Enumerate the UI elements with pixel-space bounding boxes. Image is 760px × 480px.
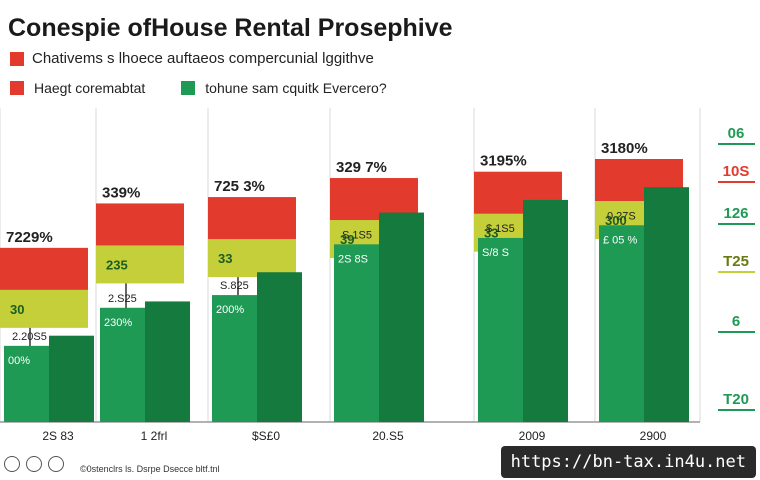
- category-label: 2S 83: [42, 429, 74, 443]
- green-inner-label: 00%: [8, 355, 30, 367]
- subtitle-row: Chativems s lhoece auftaeos compercunial…: [10, 50, 374, 67]
- bar-dark-green: [644, 187, 689, 422]
- category-label: 1 2frl: [141, 429, 168, 443]
- bar-red: [96, 203, 184, 246]
- bar-dark-green: [257, 272, 302, 422]
- category-label: $S£0: [252, 429, 280, 443]
- top-value-label: 725 3%: [214, 178, 265, 195]
- side-value-label: T25: [723, 253, 749, 270]
- legend-label-2: tohune sam cquitk Evercero?: [205, 80, 387, 96]
- legend: Haegt coremabtat tohune sam cquitk Everc…: [10, 80, 411, 96]
- green-value-label: 2.20S5: [12, 331, 47, 343]
- top-value-label: 339%: [102, 184, 140, 201]
- bar-yellow: [96, 243, 184, 284]
- green-value-label: $ 1S5: [486, 223, 515, 235]
- bar-green: [100, 307, 145, 422]
- green-value-label: 0 27S: [607, 210, 636, 222]
- bar-green: [4, 345, 49, 422]
- footer-icons: [4, 456, 64, 472]
- top-value-label: 329 7%: [336, 159, 387, 176]
- side-value-label: 126: [723, 205, 748, 222]
- legend-item-2: tohune sam cquitk Evercero?: [181, 80, 387, 96]
- green-value-label: S.1S5: [342, 229, 372, 241]
- mid-value-label: 33: [218, 251, 232, 266]
- mid-value-label: 235: [106, 257, 128, 272]
- footer-note: ©0stenclrs ls. Dsrpe Dsecce bltf.tnl: [80, 464, 220, 474]
- bar-yellow: [208, 237, 296, 278]
- bar-red: [208, 197, 296, 240]
- side-value-label: T20: [723, 391, 749, 408]
- side-value-label: 06: [728, 125, 745, 142]
- circle-icon: [26, 456, 42, 472]
- url-badge[interactable]: https://bn-tax.in4u.net: [500, 446, 756, 478]
- green-inner-label: 2S 8S: [338, 253, 368, 265]
- bar-green: [478, 237, 523, 422]
- green-value-label: 2.S25: [108, 293, 137, 305]
- bar-dark-green: [145, 301, 190, 422]
- bar-green: [599, 225, 644, 422]
- side-value-label: 6: [732, 313, 740, 330]
- top-value-label: 7229%: [6, 229, 53, 246]
- subtitle-swatch: [10, 51, 24, 66]
- green-inner-label: S/8 S: [482, 247, 509, 259]
- green-inner-label: £ 05 %: [603, 234, 637, 246]
- chart-subtitle: Chativems s lhoece auftaeos compercunial…: [32, 50, 374, 67]
- mid-value-label: 33: [484, 226, 498, 241]
- chart-title: Conespie ofHouse Rental Prosephive: [8, 14, 453, 42]
- bar-dark-green: [379, 212, 424, 422]
- green-value-label: S.825: [220, 280, 249, 292]
- bar-green: [334, 244, 379, 422]
- bar-green: [212, 295, 257, 422]
- mid-value-label: 39: [340, 232, 354, 247]
- green-inner-label: 230%: [104, 317, 132, 329]
- category-label: 2009: [519, 429, 546, 443]
- circle-icon: [48, 456, 64, 472]
- mid-value-label: 30: [10, 302, 24, 317]
- legend-swatch-2: [181, 81, 196, 95]
- top-value-label: 3195%: [480, 153, 527, 170]
- side-value-label: 10S: [723, 163, 750, 180]
- bar-red: [0, 247, 88, 290]
- legend-swatch-1: [10, 81, 24, 95]
- category-label: 20.S5: [372, 429, 404, 443]
- bar-yellow: [0, 287, 88, 328]
- green-inner-label: 200%: [216, 304, 244, 316]
- legend-label-1: Haegt coremabtat: [34, 80, 146, 96]
- bar-dark-green: [523, 199, 568, 422]
- legend-item-1: Haegt coremabtat: [10, 80, 145, 96]
- circle-icon: [4, 456, 20, 472]
- mid-value-label: 300: [605, 213, 627, 228]
- bar-dark-green: [49, 335, 94, 422]
- category-label: 2900: [640, 429, 667, 443]
- top-value-label: 3180%: [601, 140, 648, 157]
